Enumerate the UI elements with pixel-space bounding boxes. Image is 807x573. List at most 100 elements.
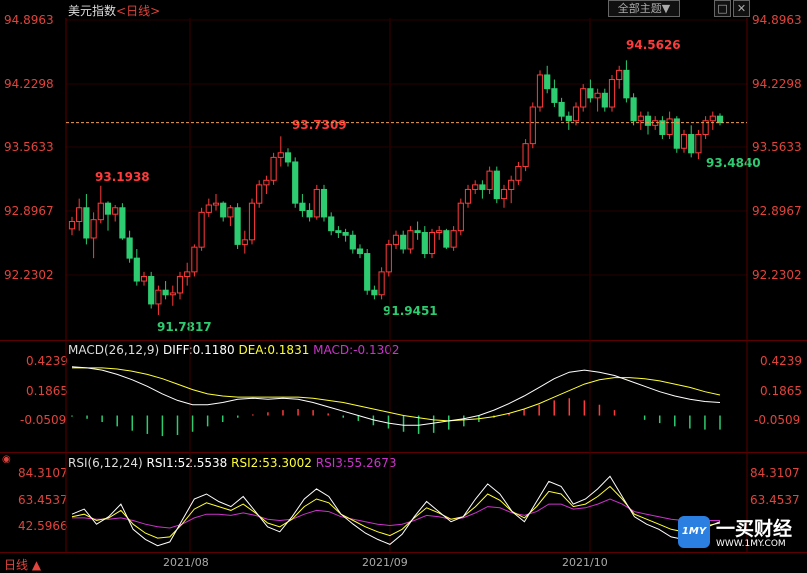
close-icon[interactable]: ✕ [733,0,750,17]
candle-body [565,115,572,122]
candle-body [155,289,162,305]
candle-body [356,248,364,255]
candle-body [522,143,529,168]
candle-body [572,106,580,122]
y-tick-right: 94.2298 [752,77,802,91]
candle-body [148,275,155,305]
x-tick: 2021/10 [562,556,608,569]
chart-title: 美元指数<日线> [68,2,160,19]
candle-body [277,152,284,158]
candle-body [241,239,248,245]
rsi-legend: RSI(6,12,24) RSI1:52.5538 RSI2:53.3002 R… [68,456,397,470]
macd-dea-line [72,367,721,422]
logo-mark: 1MY [678,516,710,548]
macd-y-tick-right: 0.4239 [760,354,802,368]
candle-body [695,133,702,154]
candle-body [644,115,652,126]
candle-body [400,234,407,250]
candle-body [234,207,241,245]
y-tick-right: 93.5633 [752,140,802,154]
candle-body [342,231,349,236]
candle-body [328,216,335,232]
candle-body [716,115,724,124]
candle-body [637,115,644,122]
candle-body [515,166,522,181]
candle-body [126,237,133,259]
candle-body [500,188,508,200]
candle-body [205,204,212,213]
macd-y-tick-right: 0.1865 [760,384,802,398]
rsi-y-tick-right: 84.3107 [750,466,800,480]
macd-y-tick-right: -0.0509 [754,413,801,427]
candle-body [493,170,500,200]
candle-body [220,202,227,218]
high-annotation: 93.7309 [292,118,347,132]
candle-body [198,211,205,248]
macd-diff: DIFF:0.1180 [162,343,235,357]
rsi2-line [71,485,721,539]
period-switch-button[interactable]: 日线 ▲ [4,558,42,572]
candle-body [457,202,464,232]
y-tick-left: 93.5633 [4,140,54,154]
candle-body [508,179,515,190]
rsi3-line [72,498,720,529]
candle-body [529,106,536,145]
y-tick-left: 94.2298 [4,77,54,91]
candle-body [83,207,90,239]
candle-body [184,271,191,277]
candle-body [616,69,623,81]
candle-body [191,246,198,273]
candle-body [176,275,184,294]
candle-body [464,188,472,204]
y-tick-left: 92.8967 [4,204,54,218]
candle-body [594,92,601,99]
candle-body [97,202,104,221]
candle-body [407,230,414,250]
macd-dea: DEA:0.1831 [238,343,310,357]
candle-body [443,230,450,248]
candle-body [536,74,544,108]
candle-body [709,115,716,122]
rsi-y-tick: 84.3107 [18,466,68,480]
settings-dot-icon[interactable]: ◉ [2,454,11,465]
candle-body [673,118,680,149]
candle-body [248,202,256,241]
candle-body [472,184,479,190]
candle-body [299,202,306,212]
theme-dropdown[interactable]: 全部主题▼ [608,0,680,17]
candle-body [364,253,371,291]
candle-body [428,231,436,255]
candle-body [320,188,328,218]
period-label[interactable]: <日线> [116,4,161,18]
macd-label: MACD(26,12,9) [68,343,160,357]
candle-body [587,88,594,99]
candle-body [292,161,299,204]
high-annotation: 94.5626 [626,38,681,52]
panel-divider [0,452,807,453]
panel-divider [0,340,807,341]
candle-body [630,97,637,122]
x-tick: 2021/09 [362,556,408,569]
macd-diff-line [71,366,721,426]
candle-body [90,219,97,239]
candle-body [284,152,292,163]
candle-body [104,202,112,215]
rsi-label: RSI(6,12,24) [68,456,143,470]
candle-body [551,88,558,103]
brand-logo: 1MY 一买财经 WWW.1MY.COM [678,514,800,554]
y-tick-right: 94.8963 [752,13,802,27]
candle-body [263,179,270,186]
logo-url: WWW.1MY.COM [716,539,786,549]
candle-body [119,207,126,239]
candle-body [659,120,666,135]
macd-y-tick: -0.0509 [20,413,67,427]
expand-icon[interactable]: □ [714,0,731,17]
candle-body [313,188,320,218]
candle-body [385,243,392,273]
candle-body [256,184,263,204]
rsi-y-tick: 42.5966 [18,519,68,533]
candle-body [666,118,673,135]
macd-legend: MACD(26,12,9) DIFF:0.1180 DEA:0.1831 MAC… [68,343,400,357]
logo-name: 一买财经 [716,518,793,540]
